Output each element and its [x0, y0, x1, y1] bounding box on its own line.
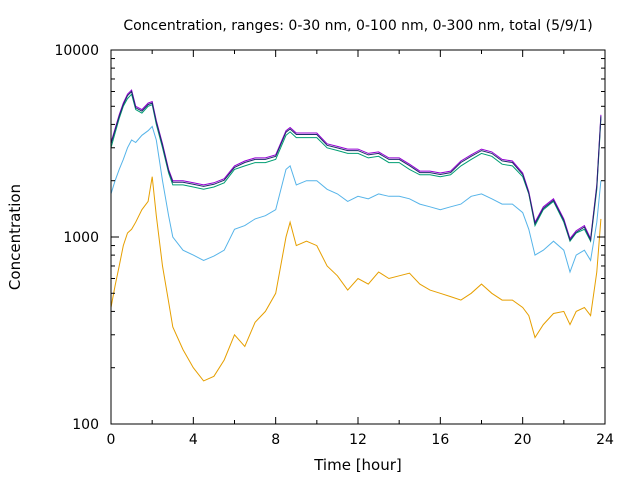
- x-axis-label: Time [hour]: [313, 456, 402, 474]
- series-0-100nm-line: [110, 125, 602, 274]
- y-tick-label: 100: [72, 417, 99, 433]
- x-tick-label: 12: [349, 432, 367, 448]
- chart-title: Concentration, ranges: 0-30 nm, 0-100 nm…: [123, 18, 592, 34]
- y-axis-label: Concentration: [6, 184, 24, 290]
- x-tick-label: 16: [431, 432, 449, 448]
- series-0-30nm-line: [110, 176, 602, 382]
- y-tick-label: 1000: [63, 230, 99, 246]
- y-tick-label: 10000: [54, 43, 99, 59]
- x-tick-label: 4: [189, 432, 198, 448]
- x-tick-label: 8: [271, 432, 280, 448]
- x-tick-label: 0: [107, 432, 116, 448]
- x-tick-label: 20: [514, 432, 532, 448]
- series-0-300nm-line: [110, 93, 602, 243]
- series-total-line: [110, 89, 602, 241]
- y-axis: 100 1000 10000: [54, 43, 605, 433]
- plot-lines: [110, 89, 602, 382]
- series-total-dark-trace: [110, 90, 602, 242]
- x-tick-label: 24: [596, 432, 614, 448]
- x-axis: 0 4 8 12 16 20 24: [107, 50, 614, 448]
